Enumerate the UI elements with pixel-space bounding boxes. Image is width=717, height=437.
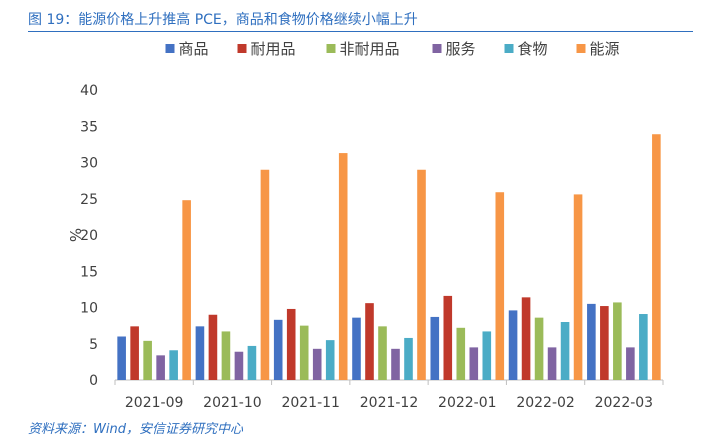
legend-swatch-服务 [432,44,442,53]
bar-服务 [312,348,322,380]
x-tick-label: 2021-11 [281,395,340,411]
y-tick-label: 20 [80,228,98,244]
legend-label: 服务 [446,40,476,58]
y-tick-label: 35 [80,119,98,135]
bar-非耐用品 [221,331,231,380]
y-tick-label: 40 [80,83,98,99]
bar-非耐用品 [143,340,152,380]
bar-耐用品 [365,303,374,380]
legend-swatch-食物 [504,44,514,53]
bar-服务 [156,355,165,380]
bar-食物 [169,350,178,380]
bar-能源 [417,169,426,380]
legend-swatch-耐用品 [237,44,247,53]
x-tick-label: 2022-03 [595,395,654,411]
bar-耐用品 [443,295,453,380]
legend-label: 非耐用品 [340,40,400,58]
bar-服务 [626,347,635,381]
bar-非耐用品 [299,325,309,381]
bar-商品 [195,326,205,380]
y-tick-label: 5 [89,337,98,353]
bar-能源 [182,200,191,380]
x-tick-label: 2021-09 [125,395,184,411]
bar-食物 [560,322,570,380]
bar-商品 [273,319,283,380]
y-tick-label: 25 [80,192,98,208]
bar-耐用品 [130,326,139,380]
legend-label: 商品 [179,40,209,58]
bar-非耐用品 [378,326,387,380]
bar-食物 [639,314,648,380]
bar-商品 [587,303,596,381]
legend-swatch-非耐用品 [326,44,336,53]
bar-食物 [404,337,413,380]
bar-服务 [469,347,479,381]
legend-label: 食物 [518,40,548,58]
source-note: 资料来源：Wind，安信证券研究中心 [28,422,243,437]
bar-服务 [547,347,557,381]
bar-商品 [352,317,361,380]
bar-商品 [508,310,518,380]
legend-label: 能源 [590,40,620,58]
bar-能源 [652,134,661,380]
y-tick-label: 15 [80,264,98,280]
figure-title: 图 19：能源价格上升推高 PCE，商品和食物价格继续小幅上升 [28,12,418,28]
legend-swatch-能源 [576,44,586,53]
bar-非耐用品 [456,327,466,380]
bar-商品 [117,336,126,380]
y-axis-label: % [66,228,84,242]
x-tick-label: 2021-10 [203,395,262,411]
x-tick-label: 2021-12 [360,395,419,411]
bar-服务 [234,351,244,380]
bar-能源 [573,194,583,380]
bar-能源 [495,192,505,380]
legend-label: 耐用品 [251,40,296,58]
bar-食物 [247,345,257,380]
y-tick-label: 30 [80,156,98,172]
bar-非耐用品 [534,317,544,380]
title-divider [28,31,693,32]
bar-服务 [391,348,400,380]
bar-商品 [430,316,440,380]
y-tick-label: 10 [80,301,98,317]
bar-食物 [325,340,335,381]
bar-耐用品 [600,306,609,380]
x-tick-label: 2022-02 [516,395,575,411]
bar-能源 [260,169,270,380]
y-tick-label: 0 [89,373,98,389]
bar-非耐用品 [613,302,622,380]
bar-耐用品 [521,297,531,380]
bar-能源 [338,153,348,380]
bar-耐用品 [208,314,218,380]
bar-耐用品 [286,308,296,380]
x-tick-label: 2022-01 [438,395,497,411]
bar-食物 [482,331,492,380]
legend-swatch-商品 [165,44,175,53]
